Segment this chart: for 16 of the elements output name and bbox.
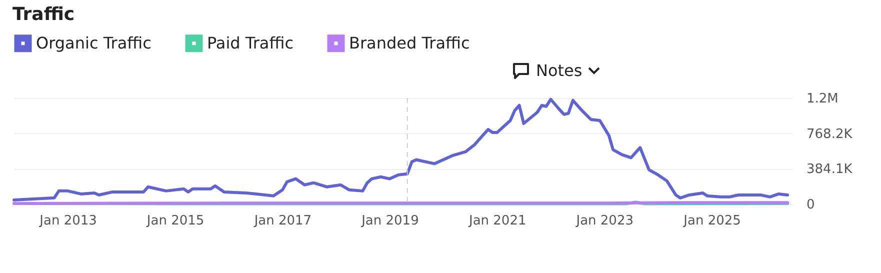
x-tick-label: Jan 2025 [682, 214, 741, 228]
x-tick-label: Jan 2015 [146, 214, 204, 228]
y-tick-label: 384.1K [806, 162, 853, 178]
x-tick-label: Jan 2019 [360, 214, 419, 228]
legend-label: Branded Traffic [349, 33, 470, 52]
text: Notes [536, 61, 582, 80]
chart-title: Traffic [12, 4, 75, 25]
x-tick-label: Jan 2021 [468, 214, 526, 228]
legend-label: Paid Traffic [207, 33, 294, 52]
x-tick-label: Jan 2017 [253, 214, 312, 228]
x-tick-label: Jan 2013 [38, 214, 97, 228]
legend-label: Organic Traffic [36, 33, 152, 52]
x-tick-label: Jan 2023 [575, 214, 634, 228]
y-tick-label: 768.2K [806, 126, 853, 142]
y-tick-label: 0 [806, 198, 815, 212]
y-tick-label: 1.2M [806, 92, 838, 106]
